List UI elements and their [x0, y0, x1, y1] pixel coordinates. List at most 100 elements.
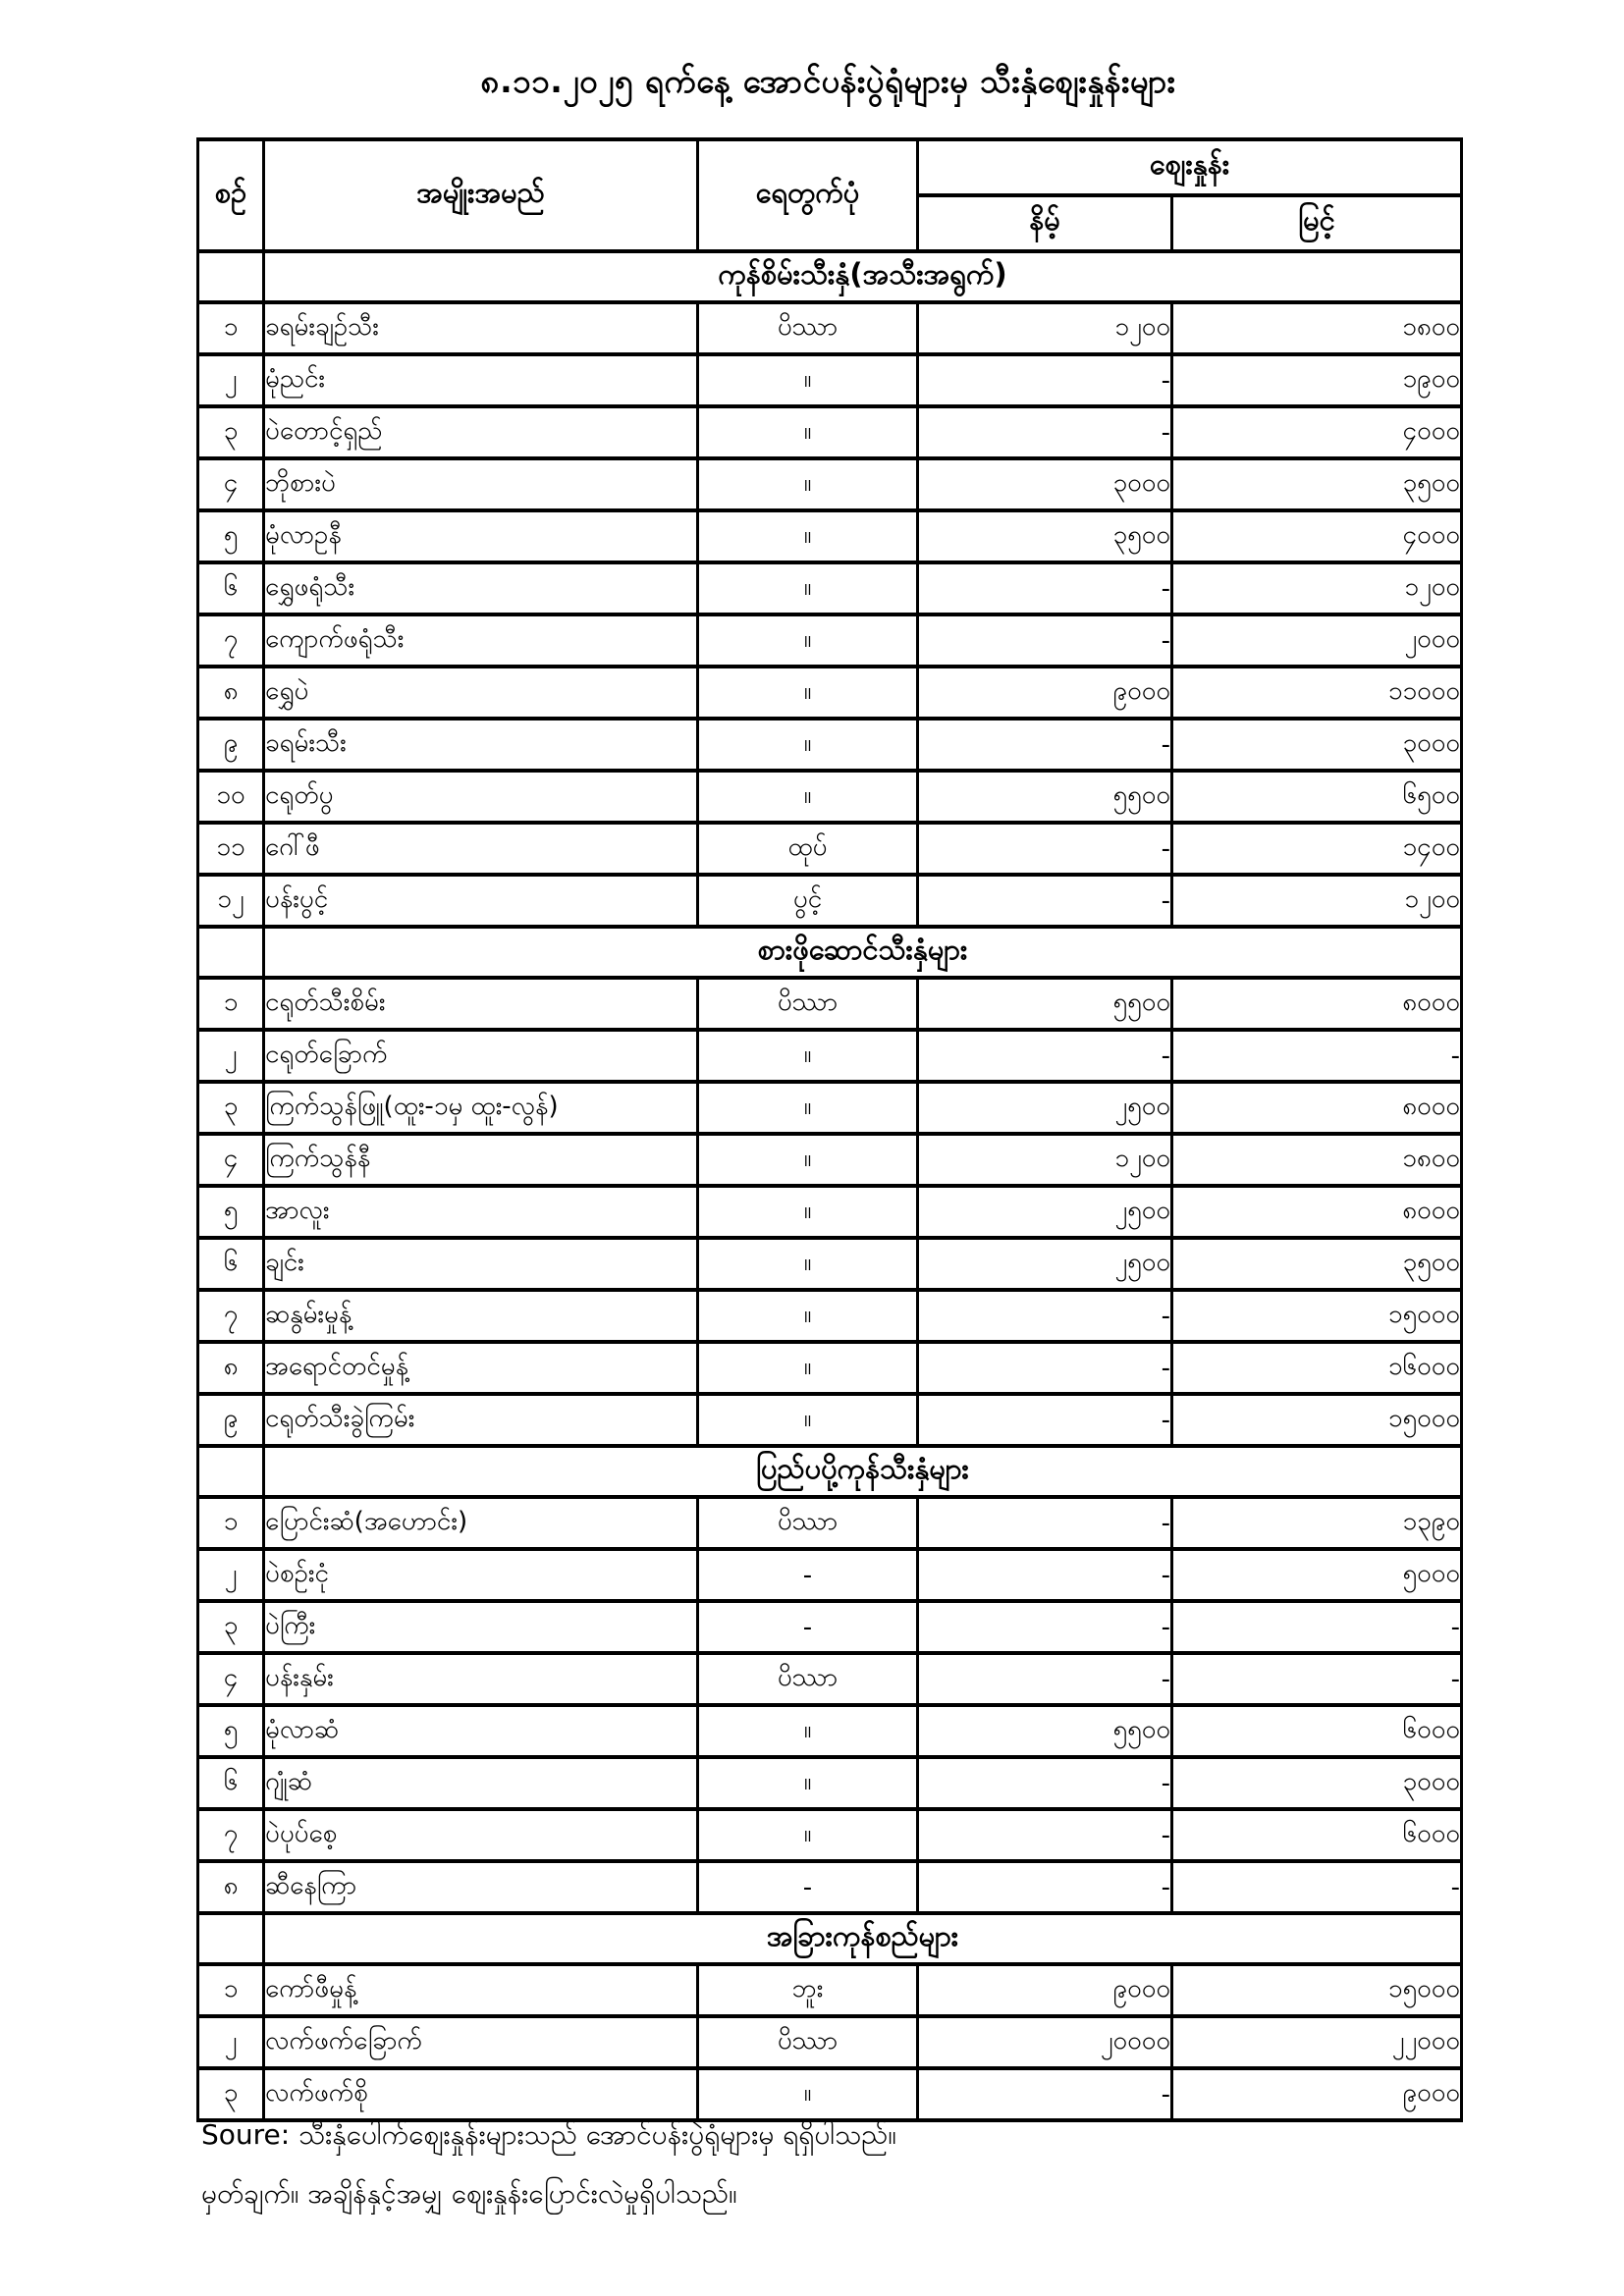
cell-no: ၆ — [196, 1755, 265, 1811]
cell-low: ၂၅၀၀ — [916, 1184, 1173, 1240]
cell-high: ၅၀၀၀ — [1170, 1547, 1463, 1603]
cell-unit: ။ — [696, 1755, 919, 1811]
cell-unit: ပိဿာ — [696, 300, 919, 356]
cell-name: လက်ဖက်ခြောက် — [262, 2014, 699, 2070]
cell-no: ၅ — [196, 508, 265, 564]
cell-unit: ။ — [696, 1807, 919, 1863]
cell-high: ၆၅၀၀ — [1170, 769, 1463, 825]
cell-low: - — [916, 613, 1173, 668]
cell-name: ဆနွမ်းမှုန့် — [262, 1288, 699, 1344]
cell-low: - — [916, 1547, 1173, 1603]
cell-no: ၅ — [196, 1184, 265, 1240]
cell-high: ၉၀၀၀ — [1170, 2066, 1463, 2122]
table-row: ၁ခရမ်းချဉ်သီး ပိဿာ ၁၂၀၀ ၁၈၀၀ — [196, 300, 1463, 356]
table-row: ၁၁ ဂေါ်ဖီ ထုပ် -၁၄၀၀ — [196, 821, 1463, 877]
cell-no: ၇ — [196, 613, 265, 668]
cell-low: ၉၀၀၀ — [916, 665, 1173, 721]
cell-unit: ။ — [696, 1080, 919, 1136]
cell-high: ၁၉၀၀ — [1170, 352, 1463, 408]
cell-unit: ။ — [696, 561, 919, 616]
cell-unit: - — [696, 1599, 919, 1655]
cell-low: - — [916, 1288, 1173, 1344]
cell-unit: ။ — [696, 613, 919, 668]
cell-no: ၄ — [196, 1132, 265, 1188]
table-row: ၅မုံလာဥနီ။၃၅၀၀ ၄၀၀၀ — [196, 508, 1463, 564]
cell-low: - — [916, 1807, 1173, 1863]
cell-no: ၈ — [196, 1859, 265, 1915]
table-row: ၉ငရုတ်သီးခွဲကြမ်း။ -၁၅၀၀၀ — [196, 1392, 1463, 1448]
page-title: ၈.၁၁.၂၀၂၅ ရက်နေ့ အောင်ပန်းပွဲရုံများမှ သ… — [480, 62, 1176, 100]
section-header-row: စားဖိုဆောင်သီးနှံများ — [196, 925, 1463, 980]
cell-high: ၄၀၀၀ — [1170, 404, 1463, 460]
cell-name: ကျောက်ဖရုံသီး — [262, 613, 699, 668]
cell-low: ၁၂၀၀ — [916, 1132, 1173, 1188]
cell-unit: ပိဿာ — [696, 976, 919, 1032]
cell-no: ၁ — [196, 976, 265, 1032]
cell-unit: ။ — [696, 456, 919, 512]
table-row: ၈ရွှေပဲ။၉၀၀၀ ၁၁၀၀၀ — [196, 665, 1463, 721]
cell-no: ၉ — [196, 1392, 265, 1448]
table-row: ၄ဘိုစားပဲ။၃၀၀၀ ၃၅၀၀ — [196, 456, 1463, 512]
section-empty-cell — [196, 925, 265, 980]
section-title: ပြည်ပပို့ကုန်သီးနှံများ — [262, 1444, 1463, 1499]
cell-no: ၃ — [196, 2066, 265, 2122]
cell-high: ၂၀၀၀ — [1170, 613, 1463, 668]
cell-unit: ။ — [696, 404, 919, 460]
cell-unit: ။ — [696, 665, 919, 721]
cell-no: ၃ — [196, 1080, 265, 1136]
cell-high: ၁၂၀၀ — [1170, 873, 1463, 929]
section-header-row: ကုန်စိမ်းသီးနှံ(အသီးအရွက်) — [196, 249, 1463, 304]
header-price: စျေးနှုန်း — [916, 137, 1463, 197]
cell-low: - — [916, 717, 1173, 773]
header-unit: ရေတွက်ပုံ — [696, 137, 919, 253]
cell-no: ၆ — [196, 1236, 265, 1292]
section-header-row: အခြားကုန်စည်များ — [196, 1911, 1463, 1966]
cell-no: ၁ — [196, 1962, 265, 2018]
cell-name: ဂေါ်ဖီ — [262, 821, 699, 877]
cell-no: ၃ — [196, 1599, 265, 1655]
table-row: ၃ကြက်သွန်ဖြူ(ထူး-၁မှ ထူး-လွန်) ။၂၅၀၀ ၈၀၀၀ — [196, 1080, 1463, 1136]
cell-name: မုံညင်း — [262, 352, 699, 408]
cell-low: ၂၅၀၀ — [916, 1080, 1173, 1136]
cell-high: - — [1170, 1599, 1463, 1655]
cell-high: ၈၀၀၀ — [1170, 1080, 1463, 1136]
cell-name: ခရမ်းချဉ်သီး — [262, 300, 699, 356]
table-row: ၇ဆနွမ်းမှုန့်။ -၁၅၀၀၀ — [196, 1288, 1463, 1344]
cell-unit: ပိဿာ — [696, 1651, 919, 1707]
cell-unit: ။ — [696, 1703, 919, 1759]
table-row: ၆ချင်း။၂၅၀၀ ၃၅၀၀ — [196, 1236, 1463, 1292]
header-no: စဉ် — [196, 137, 265, 253]
cell-name: ငရုတ်ခြောက် — [262, 1028, 699, 1084]
table-row: ၅အာလူး။၂၅၀၀ ၈၀၀၀ — [196, 1184, 1463, 1240]
table-row: ၁ပြောင်းဆံ(အဟောင်း) ပိဿာ -၁၃၉၀ — [196, 1495, 1463, 1551]
cell-name: ပဲပုပ်စေ့ — [262, 1807, 699, 1863]
cell-high: ၁၅၀၀၀ — [1170, 1392, 1463, 1448]
cell-low: - — [916, 561, 1173, 616]
cell-high: ၁၈၀၀ — [1170, 1132, 1463, 1188]
cell-name: ဘိုစားပဲ — [262, 456, 699, 512]
cell-unit: ။ — [696, 769, 919, 825]
cell-name: ရွှေပဲ — [262, 665, 699, 721]
cell-low: - — [916, 873, 1173, 929]
cell-low: - — [916, 1599, 1173, 1655]
cell-low: - — [916, 1028, 1173, 1084]
cell-name: အရောင်တင်မှုန့် — [262, 1340, 699, 1396]
cell-name: ဂျုံဆံ — [262, 1755, 699, 1811]
cell-low: ၃၀၀၀ — [916, 456, 1173, 512]
cell-unit: - — [696, 1859, 919, 1915]
cell-high: ၁၅၀၀၀ — [1170, 1962, 1463, 2018]
cell-low: ၂၅၀၀ — [916, 1236, 1173, 1292]
cell-no: ၁ — [196, 1495, 265, 1551]
cell-high: ၆၀၀၀ — [1170, 1703, 1463, 1759]
cell-high: ၁၂၀၀ — [1170, 561, 1463, 616]
cell-name: ပဲတောင့်ရှည် — [262, 404, 699, 460]
table-row: ၂မုံညင်း။ -၁၉၀၀ — [196, 352, 1463, 408]
cell-low: - — [916, 1392, 1173, 1448]
section-header-row: ပြည်ပပို့ကုန်သီးနှံများ — [196, 1444, 1463, 1499]
cell-high: ၁၄၀၀ — [1170, 821, 1463, 877]
cell-unit: ။ — [696, 2066, 919, 2122]
source-note: Soure: သီးနှံပေါက်စျေးနှုန်းများသည် အောင… — [201, 2118, 896, 2151]
cell-low: ၅၅၀၀ — [916, 976, 1173, 1032]
table-row: ၆ရွှေဖရုံသီး။ -၁၂၀၀ — [196, 561, 1463, 616]
cell-high: ၈၀၀၀ — [1170, 976, 1463, 1032]
